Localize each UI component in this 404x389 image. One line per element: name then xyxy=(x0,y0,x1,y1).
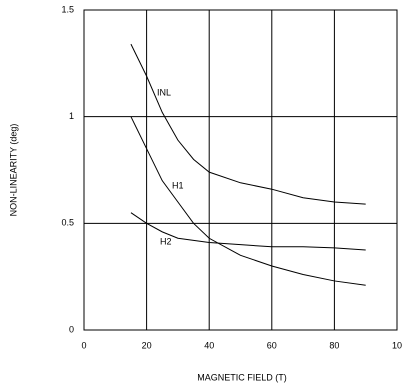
x-tick-label: 10 xyxy=(392,340,402,350)
x-tick-label: 80 xyxy=(329,340,339,350)
series-line xyxy=(130,212,366,251)
y-axis-label: NON-LINEARITY (deg) xyxy=(8,124,18,217)
y-tick-label: 1.5 xyxy=(61,4,74,14)
x-tick-label: 60 xyxy=(267,340,277,350)
y-tick-label: 0.5 xyxy=(61,218,74,228)
y-tick-label: 1 xyxy=(69,111,74,121)
series-label: H2 xyxy=(160,236,172,246)
y-tick-label: 0 xyxy=(69,324,74,334)
x-axis-label: MAGNETIC FIELD (T) xyxy=(197,372,287,382)
series-line xyxy=(130,43,366,205)
series-label: INL xyxy=(157,87,171,97)
series-label: H1 xyxy=(172,180,184,190)
series-line xyxy=(130,116,366,286)
x-tick-label: 20 xyxy=(142,340,152,350)
plot-frame xyxy=(83,9,398,331)
x-tick-label: 0 xyxy=(81,340,86,350)
x-tick-label: 40 xyxy=(204,340,214,350)
